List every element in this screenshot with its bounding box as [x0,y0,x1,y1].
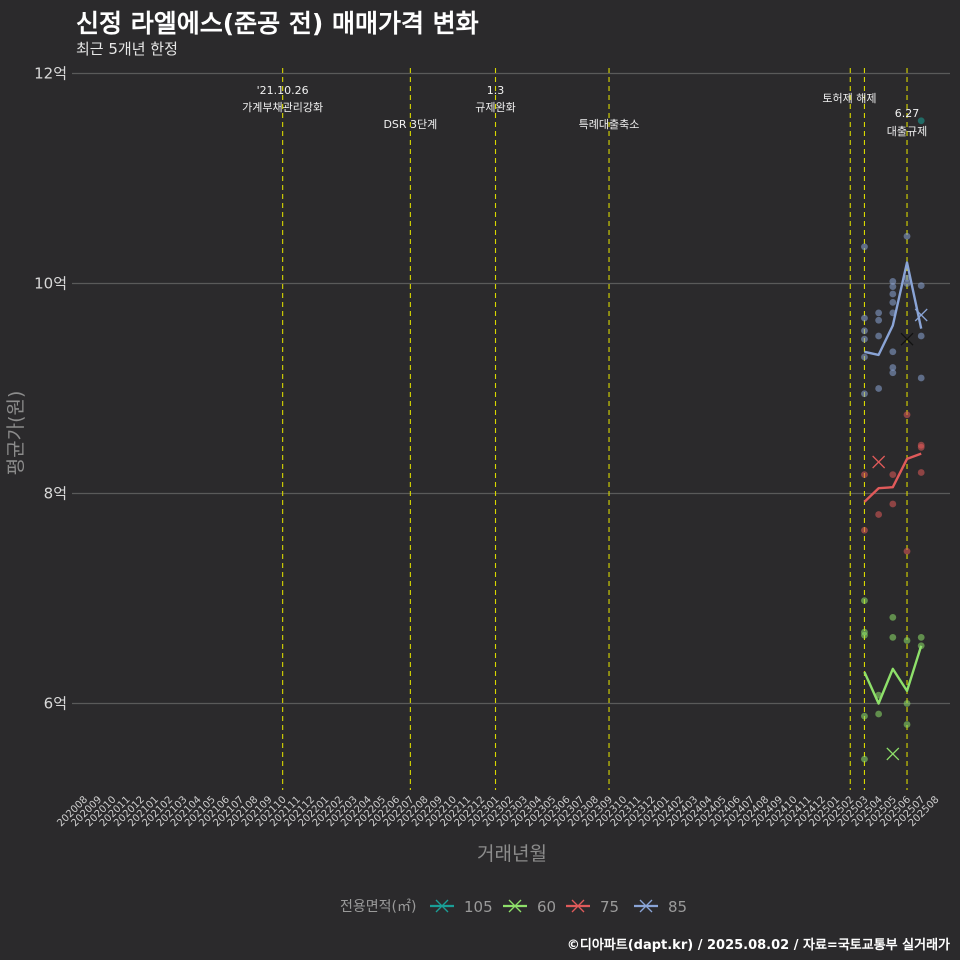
legend-key-75 [566,899,590,913]
point-60-8 [889,614,897,621]
legend: 전용면적(㎡) 105 60 75 85 [340,898,687,916]
point-75-1 [861,471,868,478]
series-line-60 [863,645,923,705]
point-85-15 [889,290,897,298]
point-85-20 [903,232,911,240]
point-85-17 [889,278,897,285]
point-75-2 [875,511,883,518]
y-tick-label-10: 10억 [34,275,67,293]
y-axis-title: 평균가(원) [5,391,27,476]
y-tick-label-8: 8억 [44,485,67,503]
event-label-202309-0: 특례대출축소 [579,118,640,131]
point-85-0 [861,390,868,398]
point-85-11 [889,364,897,371]
point-85-16 [889,283,897,291]
point-75-3 [889,500,897,508]
event-label-202207-0: DSR 3단계 [383,118,437,131]
point-85-18 [903,280,911,287]
event-label-202301-1: 규제완화 [475,101,515,114]
legend-label-75: 75 [600,898,619,916]
grid-layer [72,72,950,705]
y-tick-label-12: 12억 [34,65,67,83]
point-85-5 [861,243,868,251]
point-85-2 [861,335,868,343]
point-85-7 [875,332,883,340]
event-label-202301-0: 1.3 [487,84,505,97]
point-85-12 [889,348,897,356]
cross-60-0 [886,747,900,761]
legend-key-85 [634,899,658,913]
point-75-0 [861,526,868,534]
cross-75-0 [872,455,886,469]
point-60-11 [903,637,911,644]
legend-label-60: 60 [537,898,556,916]
point-105-0 [917,117,925,125]
point-85-3 [861,327,868,335]
point-85-1 [861,353,868,361]
series-line-75 [863,452,922,503]
point-85-4 [861,314,868,322]
point-60-7 [889,633,897,641]
point-85-8 [875,316,883,324]
y-tick-label-6: 6억 [44,695,67,713]
axis-layer: 6억8억10억12억202008202009202010202011202012… [34,65,941,830]
point-85-10 [889,369,897,377]
point-85-23 [917,282,925,289]
point-60-0 [861,755,868,763]
point-75-9 [917,441,925,449]
point-75-4 [889,471,897,478]
point-85-6 [875,385,883,392]
series-layer [861,117,928,763]
point-85-19 [903,274,911,282]
legend-key-60 [503,899,527,913]
point-85-21 [917,374,925,382]
x-axis-title: 거래년월 [477,843,547,865]
point-75-7 [917,469,925,476]
point-60-9 [903,721,911,728]
event-label-202506-0: 6.27 [895,107,920,120]
event-label-202503-0: 토허제 해제 [822,91,876,105]
event-label-202110-1: 가계부채관리강화 [242,101,323,114]
chart-title: 신정 라엘에스(준공 전) 매매가격 변화 [76,9,479,38]
series-line-85 [864,261,923,357]
point-60-10 [903,700,911,707]
point-75-6 [903,411,911,419]
chart-subtitle: 최근 5개년 한정 [76,40,178,58]
legend-label-85: 85 [668,898,687,916]
cross-85-0 [900,332,914,346]
legend-title: 전용면적(㎡) [340,899,416,915]
point-60-4 [861,597,868,604]
point-60-13 [917,633,925,641]
point-75-5 [903,547,911,555]
legend-key-105 [430,899,454,913]
point-85-9 [875,309,883,317]
point-85-22 [917,332,925,340]
point-60-3 [861,628,868,636]
point-85-14 [889,299,897,306]
event-label-202110-0: '21.10.26 [257,84,309,97]
source-caption: ©디아파트(dapt.kr) / 2025.08.02 / 자료=국토교통부 실… [566,938,950,953]
point-60-1 [861,712,868,720]
point-60-5 [875,710,883,718]
event-label-202506-1: 대출규제 [887,125,927,138]
cross-85-1 [914,308,928,322]
legend-label-105: 105 [464,898,493,916]
